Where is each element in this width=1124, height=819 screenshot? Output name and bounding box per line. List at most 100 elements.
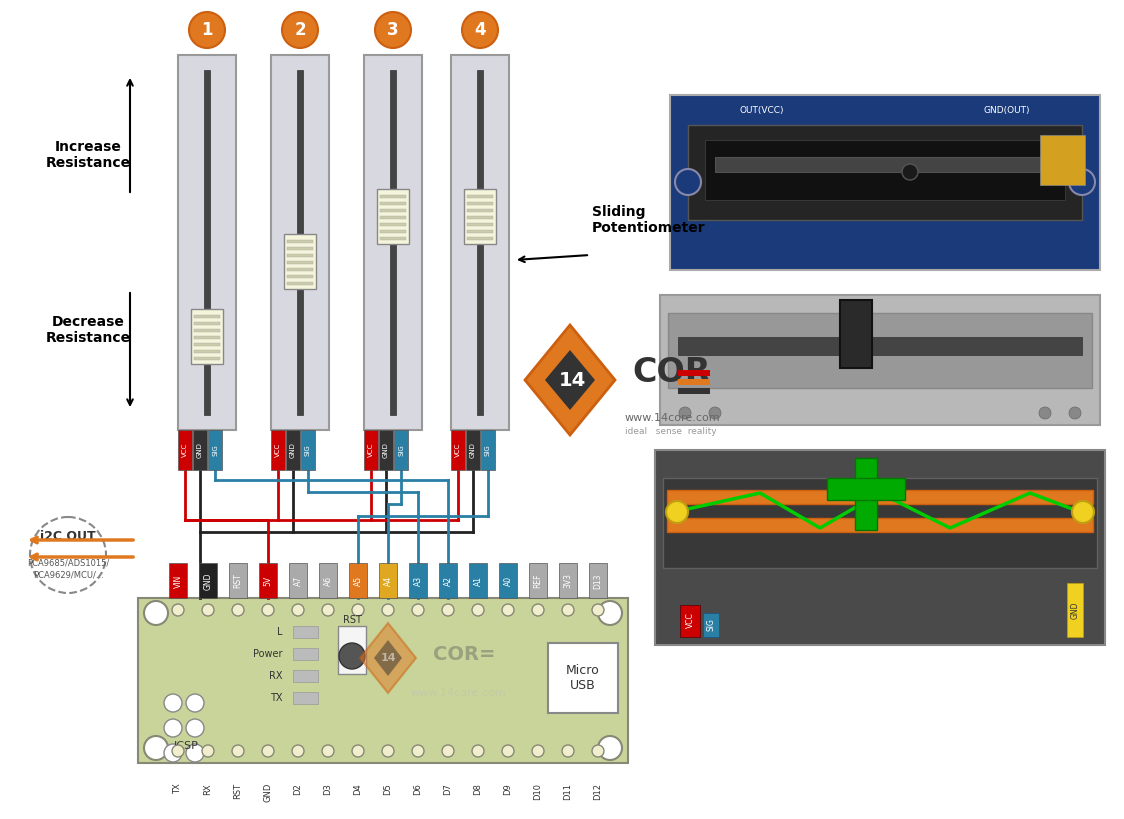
- Text: Power: Power: [254, 649, 283, 659]
- Bar: [287, 240, 312, 243]
- Bar: [840, 300, 872, 368]
- Text: A7: A7: [293, 576, 302, 586]
- Bar: [466, 195, 493, 198]
- Bar: [678, 370, 710, 376]
- Bar: [138, 598, 628, 763]
- Text: A5: A5: [354, 576, 363, 586]
- Circle shape: [382, 604, 395, 616]
- Bar: [667, 518, 1093, 532]
- Text: 1: 1: [201, 21, 212, 39]
- Bar: [466, 223, 493, 226]
- Circle shape: [352, 745, 364, 757]
- Text: PCA9629/MCU/...: PCA9629/MCU/...: [33, 571, 103, 580]
- Circle shape: [442, 745, 454, 757]
- Text: RX: RX: [203, 783, 212, 794]
- Text: 4: 4: [474, 21, 486, 39]
- Bar: [466, 237, 493, 240]
- Text: GND: GND: [470, 442, 475, 458]
- Bar: [529, 563, 547, 598]
- Bar: [293, 692, 318, 704]
- Circle shape: [339, 643, 365, 669]
- Bar: [705, 140, 1066, 200]
- Bar: [297, 70, 303, 415]
- Text: D9: D9: [504, 783, 513, 794]
- Bar: [285, 430, 300, 470]
- Text: VCC: VCC: [455, 443, 461, 457]
- Bar: [287, 254, 312, 257]
- Circle shape: [472, 745, 484, 757]
- Text: OUT(VCC): OUT(VCC): [740, 106, 785, 115]
- Bar: [1040, 135, 1085, 185]
- Text: 2: 2: [294, 21, 306, 39]
- Text: 14: 14: [381, 653, 397, 663]
- Circle shape: [562, 604, 574, 616]
- Text: 3V3: 3V3: [563, 573, 572, 589]
- Text: D6: D6: [414, 783, 423, 795]
- Bar: [199, 563, 217, 598]
- Circle shape: [185, 719, 203, 737]
- Circle shape: [532, 604, 544, 616]
- Text: SIG: SIG: [484, 444, 491, 456]
- Bar: [287, 282, 312, 285]
- Bar: [287, 275, 312, 278]
- Polygon shape: [374, 640, 402, 676]
- Bar: [194, 315, 220, 318]
- Circle shape: [321, 604, 334, 616]
- Text: VCC: VCC: [182, 443, 188, 457]
- Text: GND: GND: [290, 442, 296, 458]
- Bar: [409, 563, 427, 598]
- Text: ideal   sense  reality: ideal sense reality: [625, 428, 717, 437]
- Bar: [178, 55, 236, 430]
- Text: TX: TX: [271, 693, 283, 703]
- Bar: [655, 450, 1105, 645]
- Text: SIG: SIG: [212, 444, 218, 456]
- Bar: [284, 234, 316, 289]
- Bar: [477, 70, 483, 415]
- Text: Decrease
Resistance: Decrease Resistance: [45, 314, 130, 345]
- Bar: [178, 430, 192, 470]
- Text: RX: RX: [270, 671, 283, 681]
- Text: D5: D5: [383, 783, 392, 794]
- Bar: [293, 670, 318, 682]
- Text: 3: 3: [387, 21, 399, 39]
- Bar: [559, 563, 577, 598]
- Circle shape: [667, 501, 688, 523]
- Text: A6: A6: [324, 576, 333, 586]
- Text: VCC: VCC: [368, 443, 374, 457]
- Text: i2C OUT: i2C OUT: [40, 531, 96, 544]
- Text: Increase
Resistance: Increase Resistance: [45, 140, 130, 170]
- Bar: [466, 202, 493, 205]
- Circle shape: [202, 745, 214, 757]
- Bar: [380, 223, 406, 226]
- Bar: [380, 230, 406, 233]
- Text: RST: RST: [343, 615, 362, 625]
- Circle shape: [164, 719, 182, 737]
- Bar: [466, 216, 493, 219]
- Circle shape: [709, 407, 720, 419]
- Bar: [395, 430, 408, 470]
- Bar: [380, 202, 406, 205]
- Circle shape: [562, 745, 574, 757]
- Bar: [364, 430, 378, 470]
- Text: D4: D4: [354, 783, 363, 794]
- Text: D13: D13: [593, 573, 602, 589]
- Text: GND: GND: [1070, 601, 1079, 618]
- Circle shape: [382, 745, 395, 757]
- Bar: [466, 209, 493, 212]
- Bar: [191, 309, 223, 364]
- Circle shape: [901, 164, 918, 180]
- Bar: [439, 563, 457, 598]
- Text: SIG: SIG: [707, 618, 716, 631]
- Bar: [338, 626, 366, 674]
- Text: A1: A1: [473, 576, 482, 586]
- Text: GND: GND: [383, 442, 389, 458]
- Bar: [678, 337, 1082, 355]
- Bar: [194, 357, 220, 360]
- Circle shape: [598, 601, 622, 625]
- Bar: [827, 478, 905, 500]
- Circle shape: [202, 604, 214, 616]
- Text: SIG: SIG: [398, 444, 404, 456]
- Bar: [1067, 583, 1084, 637]
- Circle shape: [413, 604, 424, 616]
- Text: GND: GND: [263, 783, 272, 803]
